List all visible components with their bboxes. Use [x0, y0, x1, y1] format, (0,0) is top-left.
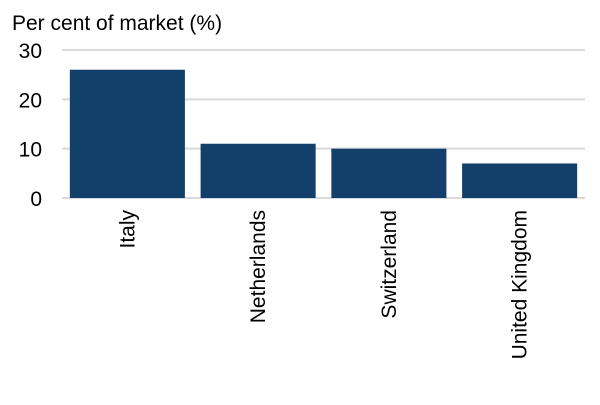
bar-switzerland: [331, 148, 447, 198]
bar-netherlands: [200, 143, 316, 198]
y-tick-label: 10: [19, 139, 42, 162]
y-tick-label: 20: [19, 89, 42, 112]
y-tick-label: 0: [30, 188, 42, 211]
bar-italy: [69, 69, 185, 198]
bars: [69, 69, 578, 198]
x-tick-label: Italy: [116, 210, 139, 249]
x-tick-label: Switzerland: [378, 210, 401, 319]
x-tick-label: United Kingdom: [509, 210, 532, 359]
y-tick-labels: 0 10 20 30: [19, 40, 42, 211]
y-axis-title: Per cent of market (%): [12, 12, 222, 35]
x-tick-label: Netherlands: [247, 210, 270, 323]
bar-united-kingdom: [462, 163, 578, 198]
x-tick-labels: Italy Netherlands Switzerland United Kingdo…: [116, 210, 531, 360]
y-tick-label: 30: [19, 40, 42, 63]
